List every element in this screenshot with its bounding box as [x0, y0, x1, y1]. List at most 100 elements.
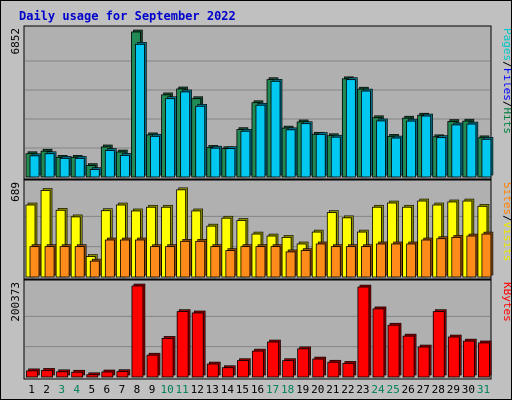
bar-sites-1 — [29, 246, 40, 278]
panel-legend: Pages/Files/Hits — [501, 28, 511, 134]
bar-kbytes-19 — [297, 348, 310, 378]
legend-item: / — [501, 61, 511, 68]
bar-sites-10 — [165, 246, 175, 278]
bar-files-22 — [345, 79, 356, 178]
x-tick-label-6: 6 — [104, 383, 111, 396]
x-tick-label-14: 14 — [221, 383, 235, 396]
bar-kbytes-21 — [327, 361, 340, 378]
bar-files-14 — [225, 148, 236, 178]
bar-kbytes-9 — [146, 354, 159, 378]
bar-kbytes-20 — [312, 358, 325, 378]
x-tick-label-25: 25 — [386, 383, 399, 396]
bar-kbytes-28 — [432, 311, 445, 378]
bar-files-24 — [376, 120, 386, 178]
bar-kbytes-2 — [41, 370, 53, 378]
bar-kbytes-30 — [462, 340, 475, 378]
bar-sites-29 — [451, 236, 462, 278]
x-tick-label-17: 17 — [266, 383, 279, 396]
bar-sites-5 — [89, 260, 100, 278]
x-tick-label-9: 9 — [149, 383, 156, 396]
bar-files-30 — [466, 123, 477, 178]
x-tick-label-4: 4 — [73, 383, 80, 396]
bar-kbytes-31 — [478, 342, 490, 378]
bar-sites-28 — [436, 238, 447, 278]
bar-kbytes-25 — [387, 324, 400, 378]
x-tick-label-3: 3 — [58, 383, 65, 396]
x-tick-label-26: 26 — [402, 383, 415, 396]
panel-legend: Sites/Visits — [501, 182, 511, 262]
max-value-label: 689 — [9, 182, 22, 202]
x-tick-label-12: 12 — [191, 383, 204, 396]
bar-sites-17 — [270, 246, 281, 278]
bar-files-8 — [135, 43, 145, 178]
max-value-label: 6852 — [9, 28, 22, 55]
legend-item: Pages — [501, 28, 511, 61]
bar-sites-11 — [180, 240, 191, 278]
bar-kbytes-15 — [237, 360, 249, 378]
x-tick-label-22: 22 — [341, 383, 354, 396]
bar-kbytes-17 — [267, 341, 279, 378]
legend-item: Sites — [501, 182, 511, 215]
x-tick-label-10: 10 — [160, 383, 173, 396]
bar-kbytes-5 — [86, 374, 99, 378]
bar-kbytes-29 — [447, 336, 460, 378]
bar-files-27 — [421, 115, 432, 178]
bar-files-29 — [451, 124, 462, 178]
x-tick-label-30: 30 — [462, 383, 475, 396]
bar-kbytes-27 — [417, 346, 430, 378]
bar-sites-18 — [285, 251, 296, 278]
bar-sites-24 — [376, 243, 386, 278]
bar-sites-15 — [240, 246, 251, 278]
bar-sites-25 — [391, 243, 401, 278]
bar-files-28 — [436, 137, 447, 178]
x-tick-label-21: 21 — [326, 383, 339, 396]
bar-files-18 — [285, 129, 296, 178]
bar-sites-31 — [481, 233, 492, 278]
bar-kbytes-23 — [357, 286, 370, 378]
x-tick-label-15: 15 — [236, 383, 249, 396]
bar-sites-30 — [466, 235, 477, 278]
bar-sites-20 — [315, 243, 326, 278]
panel-legend: KBytes — [501, 282, 511, 322]
bar-kbytes-13 — [206, 363, 219, 378]
x-tick-label-13: 13 — [206, 383, 219, 396]
x-tick-label-20: 20 — [311, 383, 324, 396]
x-tick-label-27: 27 — [417, 383, 430, 396]
x-tick-label-16: 16 — [251, 383, 264, 396]
bar-sites-13 — [210, 246, 221, 278]
bar-files-21 — [330, 136, 341, 178]
bar-kbytes-7 — [116, 371, 129, 378]
x-tick-label-28: 28 — [432, 383, 445, 396]
bar-files-10 — [165, 98, 175, 178]
bar-kbytes-11 — [176, 311, 189, 378]
x-tick-label-7: 7 — [119, 383, 126, 396]
bar-kbytes-16 — [252, 350, 264, 378]
bar-files-25 — [391, 137, 401, 178]
x-tick-label-5: 5 — [88, 383, 95, 396]
bar-files-23 — [361, 90, 371, 178]
chart-title: Daily usage for September 2022 — [19, 9, 236, 23]
bar-sites-27 — [421, 239, 432, 278]
x-tick-label-23: 23 — [356, 383, 369, 396]
bar-sites-6 — [104, 239, 115, 278]
bar-sites-8 — [135, 239, 145, 278]
bar-files-16 — [255, 104, 266, 178]
bar-files-5 — [89, 169, 100, 178]
bar-files-7 — [119, 155, 130, 178]
bar-files-3 — [59, 157, 70, 178]
bar-files-6 — [104, 150, 115, 178]
bar-sites-14 — [225, 250, 236, 278]
x-tick-label-24: 24 — [371, 383, 385, 396]
x-tick-label-29: 29 — [447, 383, 460, 396]
bar-kbytes-12 — [191, 312, 204, 378]
bar-sites-22 — [345, 246, 356, 278]
bar-files-26 — [406, 120, 417, 178]
bar-files-13 — [210, 147, 221, 178]
bar-sites-12 — [195, 240, 206, 278]
legend-item: Files — [501, 68, 511, 101]
x-tick-label-1: 1 — [28, 383, 35, 396]
bar-files-17 — [270, 80, 281, 178]
bar-kbytes-8 — [131, 285, 144, 378]
